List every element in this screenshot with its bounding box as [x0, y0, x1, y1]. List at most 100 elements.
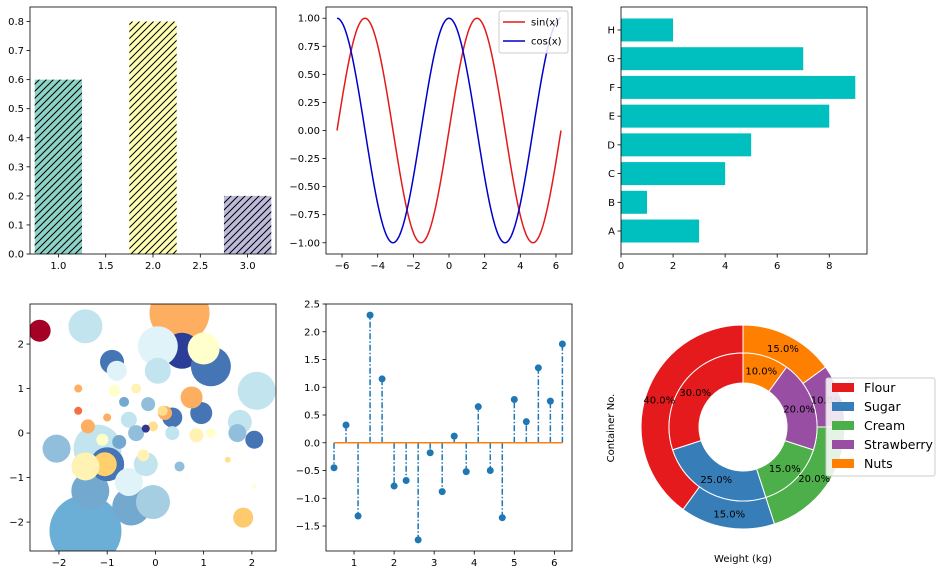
scatter-point — [189, 428, 204, 443]
y-tick-label: E — [609, 112, 615, 123]
stem-marker — [438, 488, 446, 496]
bar — [621, 104, 830, 128]
y-tick-label: 0.6 — [8, 75, 24, 86]
wedge-label: 30.0% — [679, 388, 711, 399]
y-tick-label: 0.00 — [298, 126, 320, 137]
stem-marker — [558, 340, 566, 348]
y-axis-label: Container No. — [606, 394, 617, 463]
x-tick-label: 6 — [553, 261, 559, 272]
scatter-point — [106, 360, 127, 381]
legend-swatch — [832, 402, 854, 411]
scatter-point — [233, 507, 254, 528]
y-tick-label: B — [608, 198, 615, 209]
y-tick-label: −0.5 — [296, 466, 320, 477]
bar-hatch — [129, 21, 177, 254]
scatter-point — [174, 461, 185, 472]
scatter-point — [74, 384, 83, 393]
stem-marker — [510, 395, 518, 403]
x-tick-label: 4 — [471, 558, 477, 569]
scatter-point — [137, 449, 150, 462]
axes-frame — [29, 303, 277, 552]
legend-label: Sugar — [864, 399, 901, 414]
stem-marker — [450, 432, 458, 440]
x-tick-label: 2 — [391, 558, 397, 569]
scatter-point — [157, 405, 168, 416]
x-tick-label: 0 — [446, 261, 452, 272]
scatter-point — [144, 357, 171, 384]
y-tick-label: −0.75 — [289, 210, 320, 221]
x-tick-label: 8 — [826, 261, 832, 272]
y-tick-label: 0.25 — [298, 98, 320, 109]
scatter-point — [112, 434, 127, 449]
y-tick-label: H — [607, 25, 615, 36]
scatter-point — [205, 428, 216, 439]
wedge-label: 15.0% — [713, 509, 745, 520]
scatter-point — [42, 434, 71, 463]
x-tick-label: 4 — [517, 261, 523, 272]
y-tick-label: 0 — [18, 429, 24, 440]
legend-swatch — [832, 459, 854, 468]
y-tick-label: 0.50 — [298, 70, 320, 81]
x-tick-label: 2 — [249, 558, 255, 569]
stem-marker — [474, 403, 482, 411]
scatter-point — [96, 433, 109, 446]
legend-swatch — [832, 383, 854, 392]
stem-marker — [330, 464, 338, 472]
stem-marker — [546, 397, 554, 405]
wedge-label: 10.0% — [745, 366, 777, 377]
scatter-point — [245, 430, 264, 449]
scatter-point — [141, 397, 156, 412]
stem-marker — [498, 514, 506, 522]
x-tick-label: 1 — [351, 558, 357, 569]
scatter-point — [114, 468, 143, 497]
scatter-point — [119, 396, 130, 407]
y-tick-label: 0.0 — [8, 250, 24, 261]
scatter-point — [68, 309, 103, 344]
bar — [621, 75, 856, 99]
stem-marker — [522, 418, 530, 426]
x-tick-label: 2.0 — [145, 261, 161, 272]
y-tick-label: 2.5 — [304, 300, 320, 311]
scatter-point — [137, 326, 178, 367]
x-tick-label: 3 — [431, 558, 437, 569]
legend-label: Nuts — [864, 456, 893, 471]
wedge-label: 20.0% — [783, 404, 815, 415]
scatter-point — [128, 425, 145, 442]
bar — [621, 219, 700, 243]
stem-marker — [354, 512, 362, 520]
scatter-point — [108, 384, 121, 397]
legend-label: Flour — [864, 380, 896, 395]
stem-marker — [414, 536, 422, 544]
subplot-hatched-bars: 1.0 1.5 2.0 2.5 3.0 0.0 0.1 0.2 0.3 0.4 0.5 0.6 0.7 0… — [8, 6, 277, 272]
stem-marker — [378, 375, 386, 383]
bar — [621, 133, 752, 157]
y-tick-label: −0.50 — [289, 182, 320, 193]
y-tick-label: 1.5 — [304, 355, 320, 366]
y-tick-label: 0.4 — [8, 133, 24, 144]
y-tick-label: 2 — [18, 340, 24, 351]
bar — [621, 162, 726, 186]
x-tick-label: −2 — [52, 558, 67, 569]
wedge-label: 15.0% — [767, 344, 799, 355]
x-tick-label: 5 — [511, 558, 517, 569]
x-tick-label: 1.5 — [98, 261, 114, 272]
x-tick-label: 4 — [722, 261, 728, 272]
wedge-label: 40.0% — [643, 395, 675, 406]
scatter-point — [30, 319, 51, 342]
x-tick-label: 0 — [618, 261, 624, 272]
x-tick-label: 1.0 — [50, 261, 66, 272]
x-axis-label: Weight (kg) — [714, 554, 772, 565]
stem-marker — [402, 477, 410, 485]
y-tick-label: F — [609, 83, 615, 94]
y-tick-label: −2 — [9, 518, 24, 529]
stem-marker — [366, 311, 374, 319]
subplot-scatter: −2 −1 0 1 2 −2 −1 0 1 2 — [9, 303, 277, 569]
bar-hatch — [34, 79, 83, 254]
x-tick-label: −6 — [335, 261, 350, 272]
x-tick-label: 2 — [481, 261, 487, 272]
scatter-point — [80, 419, 95, 434]
legend-label: cos(x) — [531, 37, 562, 48]
x-tick-label: 0 — [152, 558, 158, 569]
scatter-point — [228, 424, 247, 443]
